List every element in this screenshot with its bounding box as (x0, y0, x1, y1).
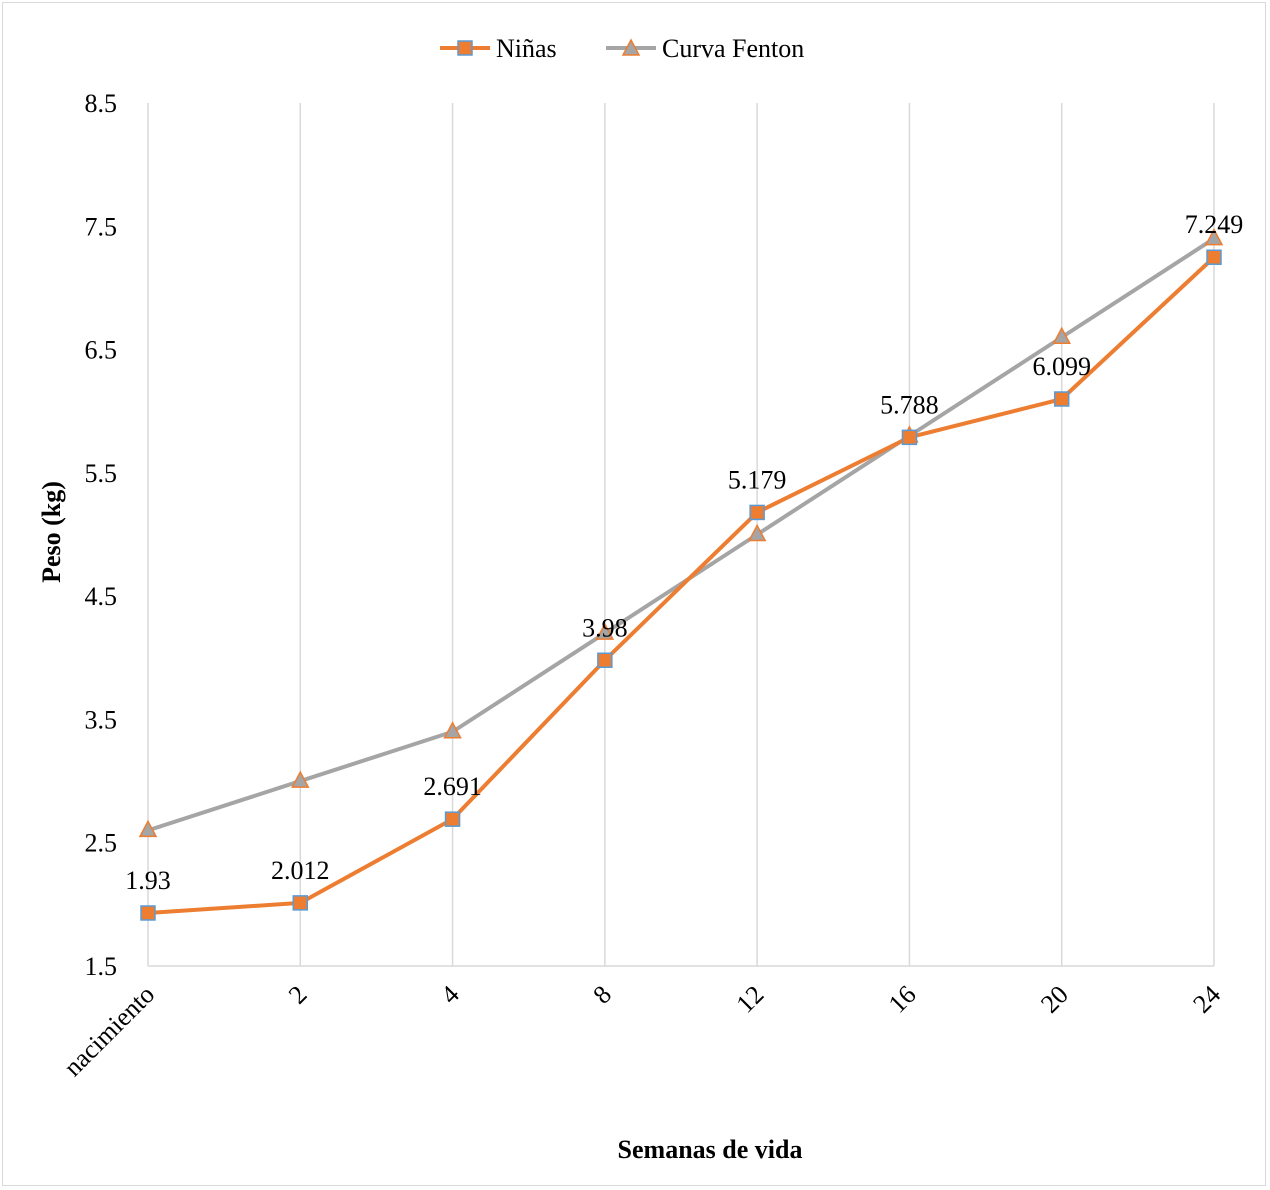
x-tick-label-8: 8 (587, 980, 617, 1010)
y-tick-label-5-5: 5.5 (85, 459, 118, 488)
data-label-4: 2.691 (423, 772, 482, 801)
marker-ninas-16 (901, 429, 918, 446)
data-label-12: 5.179 (728, 465, 787, 494)
marker-ninas-24 (1206, 249, 1222, 265)
y-tick-label-6-5: 6.5 (85, 336, 118, 365)
legend: Niñas Curva Fenton (440, 34, 804, 63)
series-line-curva-fenton (147, 236, 1216, 833)
data-label-nacimiento: 1.93 (125, 866, 171, 895)
x-tick-label-16: 16 (883, 980, 922, 1019)
marker-ninas-20 (1053, 391, 1070, 407)
x-tick-label-4: 4 (435, 980, 465, 1010)
marker-curva-fenton-4 (443, 721, 462, 739)
marker-ninas-8 (597, 652, 613, 669)
series-line-ninas (147, 255, 1216, 915)
y-tick-label-3-5: 3.5 (85, 705, 118, 734)
x-axis-tick-labels: nacimiento 2 4 8 12 16 20 24 (58, 980, 1226, 1082)
y-tick-label-1-5: 1.5 (85, 952, 118, 981)
data-label-8: 3.98 (582, 613, 628, 642)
y-axis-title: Peso (kg) (37, 481, 66, 583)
x-tick-label-20: 20 (1035, 980, 1074, 1019)
x-tick-label-nacimiento: nacimiento (58, 980, 160, 1082)
legend-label-curva-fenton: Curva Fenton (662, 34, 804, 63)
y-tick-label-4-5: 4.5 (85, 582, 118, 611)
marker-curva-fenton-20 (1052, 326, 1071, 344)
data-label-20: 6.099 (1032, 352, 1091, 381)
marker-curva-fenton-12 (747, 523, 767, 542)
marker-ninas-nacimiento (140, 905, 156, 921)
marker-curva-fenton-24 (1204, 228, 1224, 246)
x-axis-title: Semanas de vida (618, 1135, 803, 1164)
x-tick-label-2: 2 (283, 980, 313, 1010)
marker-curva-fenton-8 (595, 622, 615, 640)
x-tick-label-12: 12 (730, 980, 769, 1019)
x-tick-label-24: 24 (1187, 980, 1226, 1019)
data-label-24: 7.249 (1185, 210, 1244, 239)
legend-swatch-marker-fenton (621, 38, 641, 56)
marker-curva-fenton-nacimiento (138, 819, 158, 838)
marker-ninas-4 (444, 811, 461, 827)
data-labels: 1.93 2.012 2.691 3.98 5.179 5.788 6.099 7.249 (125, 210, 1243, 895)
series-lines (147, 236, 1216, 915)
y-tick-label-8-5: 8.5 (85, 89, 118, 118)
marker-curva-fenton-2 (291, 770, 310, 788)
marker-ninas-2 (292, 895, 309, 911)
vertical-gridlines (147, 103, 1215, 966)
legend-swatch-marker-ninas (457, 40, 473, 56)
y-tick-label-7-5: 7.5 (85, 212, 118, 241)
y-tick-label-2-5: 2.5 (85, 829, 118, 858)
data-label-16: 5.788 (880, 390, 939, 419)
marker-ninas-12 (749, 504, 765, 521)
legend-label-ninas: Niñas (496, 34, 557, 63)
series-markers (138, 228, 1224, 921)
y-axis-tick-labels: 1.5 2.5 3.5 4.5 5.5 6.5 7.5 8.5 (85, 89, 118, 981)
data-label-2: 2.012 (271, 856, 330, 885)
